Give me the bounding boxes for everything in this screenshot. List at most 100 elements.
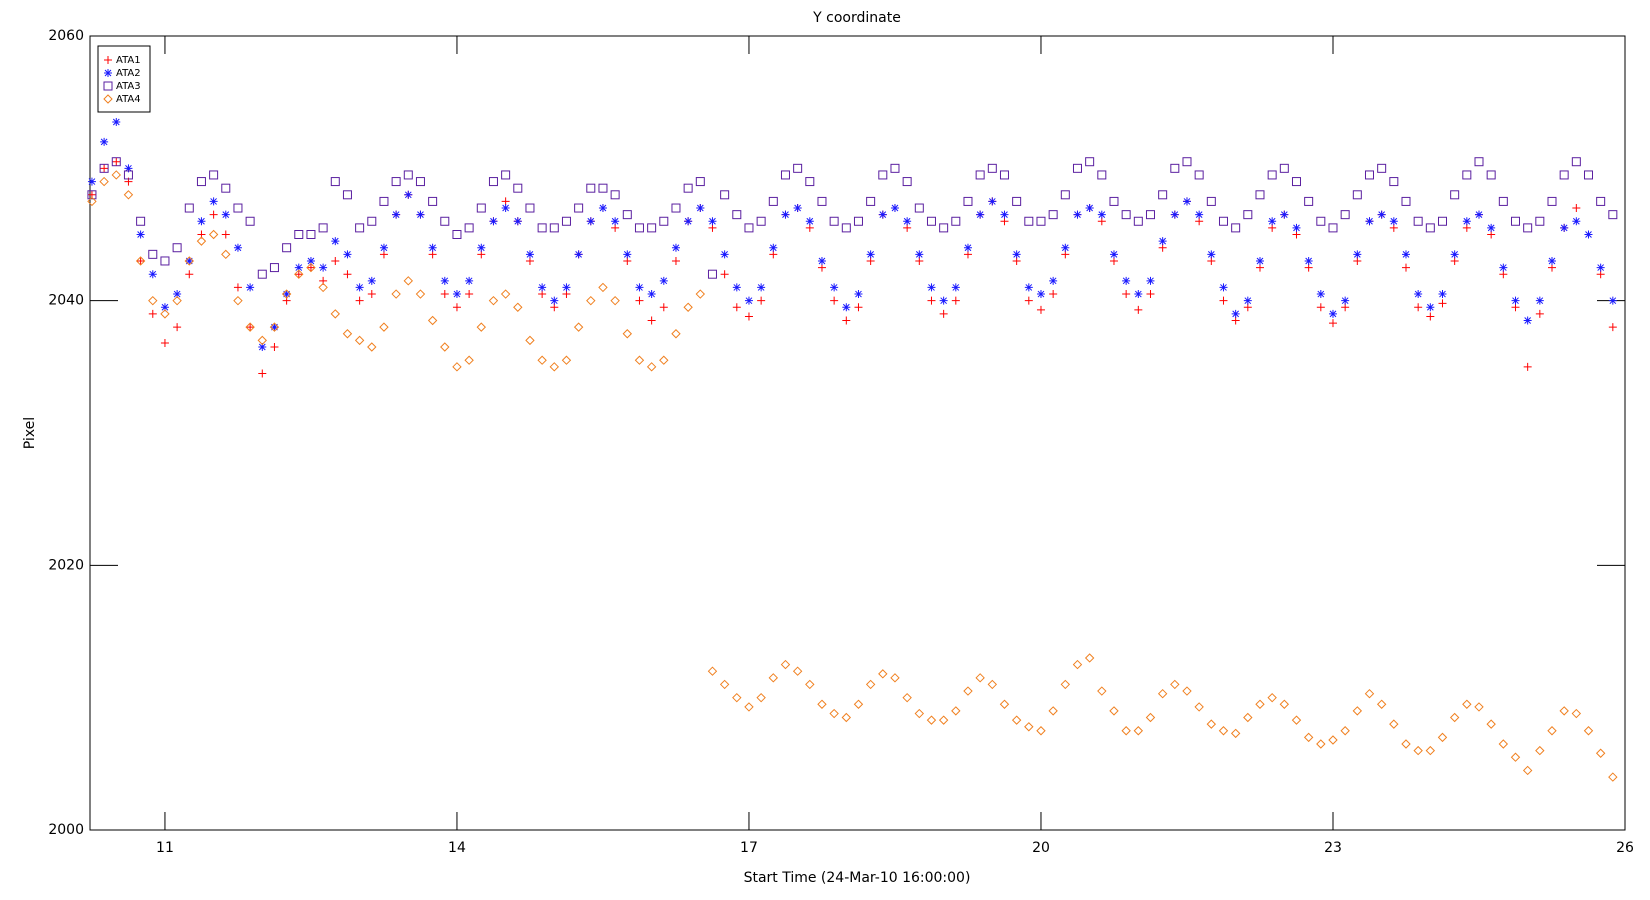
diamond-marker (1571, 708, 1582, 719)
asterisk-marker (233, 243, 242, 252)
diamond-marker (488, 295, 499, 306)
diamond-marker (659, 355, 669, 365)
diamond-marker (610, 295, 620, 306)
square-marker (683, 183, 693, 193)
square-marker (464, 223, 474, 233)
diamond-marker (1194, 702, 1204, 712)
diamond-marker (123, 190, 134, 200)
asterisk-marker (1231, 309, 1240, 318)
square-marker (1060, 190, 1070, 200)
asterisk-marker (87, 177, 96, 186)
asterisk-marker (1328, 309, 1337, 318)
square-marker (318, 223, 328, 233)
asterisk-marker (1316, 290, 1325, 299)
legend: ATA1 ATA2 ATA3 ATA4 (97, 45, 151, 113)
plus-marker (1414, 303, 1423, 312)
square-marker (221, 183, 231, 193)
diamond-marker (257, 335, 267, 346)
square-marker (744, 223, 754, 233)
square-marker (282, 243, 292, 253)
diamond-marker (1243, 712, 1253, 723)
asterisk-marker (598, 204, 607, 213)
asterisk-marker (197, 217, 206, 226)
asterisk-marker (185, 256, 194, 265)
diamond-marker (172, 295, 182, 306)
square-marker (1182, 157, 1192, 167)
diamond-marker (1279, 699, 1290, 709)
asterisk-marker (294, 263, 303, 272)
square-marker (720, 190, 730, 200)
diamond-marker (671, 329, 681, 339)
square-marker (1145, 210, 1155, 220)
diamond-marker (865, 679, 876, 690)
square-marker (1267, 170, 1277, 180)
square-marker (829, 216, 839, 226)
square-marker (452, 230, 462, 239)
diamond-marker (1182, 686, 1192, 696)
square-marker (87, 190, 97, 200)
square-marker (939, 223, 949, 233)
asterisk-marker (744, 296, 753, 305)
diamond-marker (926, 715, 937, 725)
plus-marker (452, 303, 461, 312)
diamond-marker (1084, 653, 1095, 663)
square-marker (306, 230, 316, 239)
plus-marker (221, 230, 230, 239)
diamond-marker (963, 686, 973, 696)
plus-marker (1134, 305, 1143, 314)
diamond-marker (1486, 719, 1496, 729)
asterisk-marker (1049, 276, 1058, 285)
square-marker (488, 177, 498, 187)
asterisk-marker (124, 164, 133, 173)
asterisk-marker (489, 217, 498, 226)
square-marker (1109, 196, 1119, 206)
plus-marker (757, 296, 766, 305)
asterisk-marker (538, 283, 547, 292)
square-marker (1571, 157, 1581, 167)
square-marker (1170, 163, 1180, 173)
asterisk-marker (708, 217, 717, 226)
diamond-marker (103, 94, 113, 104)
diamond-marker (707, 666, 718, 676)
square-marker (476, 203, 486, 213)
square-marker (768, 196, 778, 206)
diamond-marker (525, 335, 535, 346)
diamond-marker (1462, 699, 1472, 709)
asterisk-marker (647, 290, 656, 299)
asterisk-marker (1207, 250, 1216, 259)
asterisk-marker (1304, 256, 1313, 265)
diamond-marker (914, 708, 925, 719)
square-marker (586, 183, 596, 193)
diamond-marker (805, 679, 815, 690)
asterisk-marker (1255, 256, 1264, 265)
diamond-marker (634, 355, 645, 365)
asterisk-marker (854, 290, 863, 299)
square-marker (294, 230, 304, 239)
square-marker (732, 210, 742, 220)
asterisk-marker (878, 210, 887, 219)
square-marker (160, 256, 170, 266)
square-marker (1012, 196, 1022, 206)
square-marker (1450, 190, 1460, 200)
diamond-marker (561, 355, 572, 365)
square-marker (1596, 196, 1606, 206)
plus-marker (1036, 305, 1045, 314)
plus-marker (270, 342, 279, 351)
square-marker (902, 177, 912, 187)
asterisk-marker (951, 283, 960, 292)
asterisk-marker (550, 296, 559, 305)
asterisk-marker (306, 256, 315, 265)
asterisk-marker (623, 250, 632, 259)
plus-marker (258, 369, 267, 378)
asterisk-marker (477, 243, 486, 252)
diamond-marker (999, 699, 1010, 709)
plus-marker (830, 296, 839, 305)
asterisk-marker (1523, 316, 1532, 325)
diamond-marker (379, 322, 389, 332)
square-marker (403, 170, 413, 180)
x-tick-label: 17 (740, 840, 758, 856)
diamond-marker (938, 715, 949, 725)
square-marker (574, 203, 584, 213)
square-marker (549, 223, 559, 233)
diamond-marker (975, 673, 985, 683)
